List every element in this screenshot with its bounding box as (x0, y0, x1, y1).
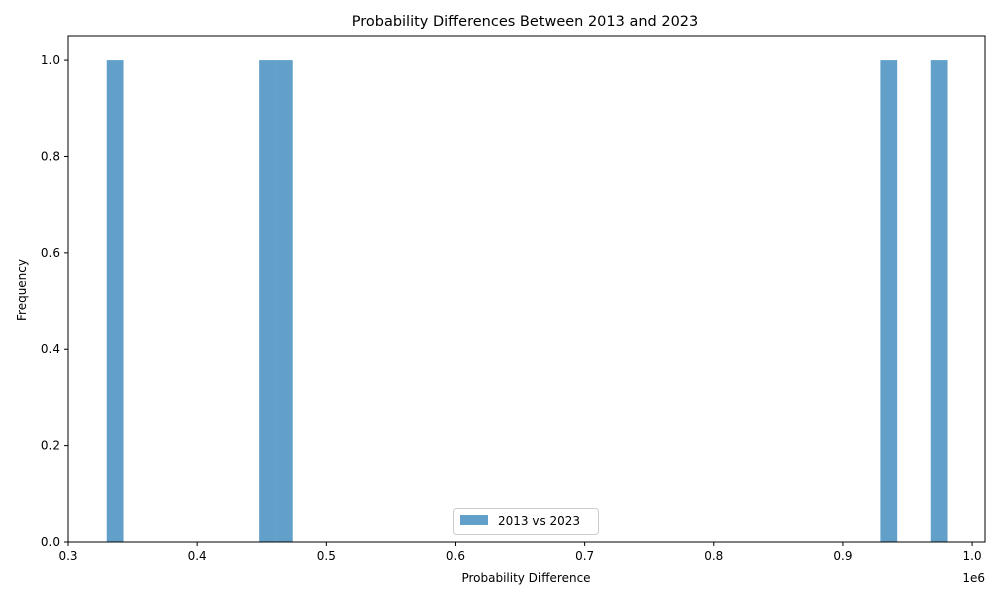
histogram-bar (259, 60, 276, 542)
x-tick-label: 0.7 (575, 549, 594, 563)
x-tick-label: 0.5 (317, 549, 336, 563)
x-tick-label: 0.8 (704, 549, 723, 563)
y-tick-label: 0.8 (41, 149, 60, 163)
x-tick-label: 0.9 (833, 549, 852, 563)
x-tick-label: 1.0 (963, 549, 982, 563)
histogram-bar (106, 60, 124, 542)
x-axis-offset-label: 1e6 (962, 571, 985, 585)
bars-layer (106, 60, 948, 542)
x-tick-label: 0.6 (446, 549, 465, 563)
y-tick-label: 0.2 (41, 439, 60, 453)
y-tick-label: 0.0 (41, 535, 60, 549)
y-tick-label: 1.0 (41, 53, 60, 67)
histogram-bar (930, 60, 948, 542)
x-axis-label: Probability Difference (461, 571, 590, 585)
y-axis-label: Frequency (15, 259, 29, 321)
x-tick-label: 0.3 (58, 549, 77, 563)
y-axis-ticks: 0.0 0.2 0.4 0.6 0.8 1.0 (41, 53, 68, 549)
x-axis-ticks: 0.3 0.4 0.5 0.6 0.7 0.8 0.9 1.0 (58, 542, 982, 563)
plot-frame (67, 35, 986, 543)
y-tick-label: 0.4 (41, 342, 60, 356)
legend: 2013 vs 2023 (453, 508, 599, 535)
histogram-bar (275, 60, 293, 542)
legend-box (453, 508, 599, 535)
legend-swatch (460, 515, 488, 525)
histogram-bar (880, 60, 898, 542)
y-tick-label: 0.6 (41, 246, 60, 260)
x-tick-label: 0.4 (188, 549, 207, 563)
legend-label: 2013 vs 2023 (498, 514, 580, 528)
chart-title: Probability Differences Between 2013 and… (352, 14, 699, 30)
